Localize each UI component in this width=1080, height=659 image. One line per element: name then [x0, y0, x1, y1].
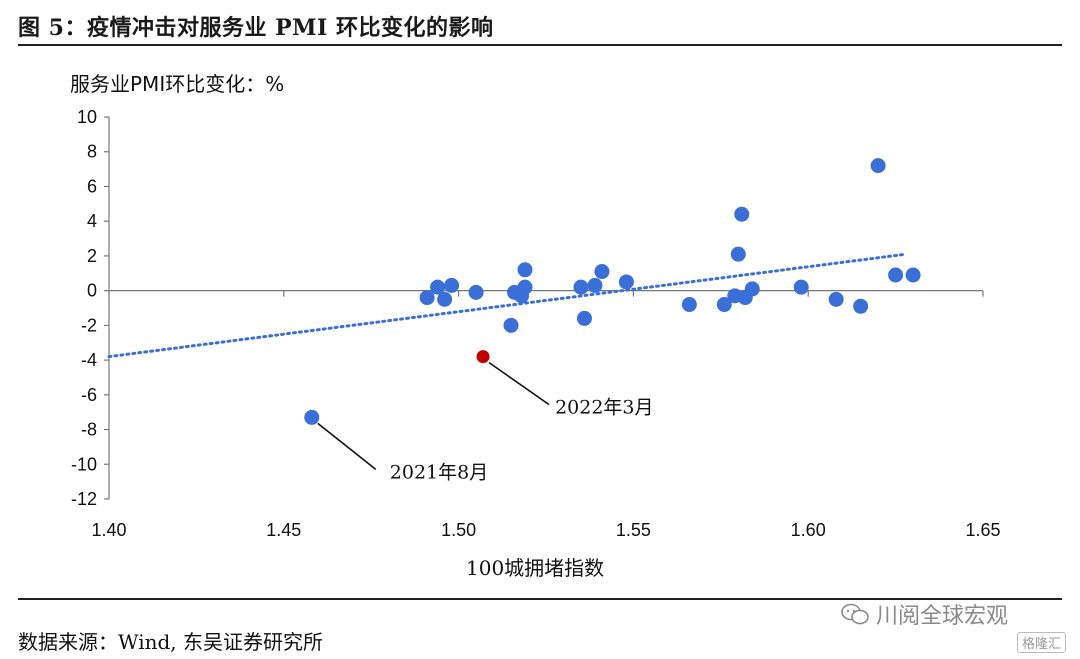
scatter-point	[681, 297, 697, 313]
y-axis-label: 服务业PMI环比变化：%	[70, 72, 285, 96]
y-tick-label: -10	[71, 454, 97, 474]
scatter-point	[304, 409, 320, 425]
x-tick-label: 1.40	[91, 520, 126, 540]
y-tick-label: 4	[87, 211, 97, 231]
x-tick-label: 1.65	[965, 520, 1000, 540]
bottom-rule	[18, 598, 1062, 600]
y-tick-label: -2	[81, 315, 97, 335]
trendline	[107, 252, 908, 359]
scatter-point	[730, 246, 746, 262]
y-tick-label: -6	[81, 385, 97, 405]
scatter-point	[905, 267, 921, 283]
figure-title: 图 5：疫情冲击对服务业 PMI 环比变化的影响	[18, 15, 494, 41]
scatter-point	[503, 317, 519, 333]
top-rule	[18, 44, 1062, 46]
scatter-point	[618, 274, 634, 290]
x-tick-label: 1.50	[441, 520, 476, 540]
y-tick-label: -8	[81, 420, 97, 440]
data-source: 数据来源：Wind, 东吴证券研究所	[18, 630, 323, 654]
scatter-point	[793, 279, 809, 295]
y-tick-label: -12	[71, 489, 97, 509]
scatter-point	[517, 262, 533, 278]
scatter-point	[828, 291, 844, 307]
x-tick-label: 1.45	[266, 520, 301, 540]
scatter-point	[430, 279, 446, 295]
y-tick-label: 8	[87, 142, 97, 162]
wechat-icon	[841, 603, 869, 625]
x-tick-label: 1.55	[616, 520, 651, 540]
y-tick-label: 10	[77, 107, 97, 127]
scatter-point	[870, 158, 886, 174]
scatter-point	[573, 279, 589, 295]
scatter-point	[594, 264, 610, 280]
scatter-point	[419, 290, 435, 306]
x-axis-label: 100城拥堵指数	[466, 556, 605, 580]
annotation-leader	[317, 422, 377, 471]
y-tick-label: -4	[81, 350, 97, 370]
scatter-point	[444, 277, 460, 293]
watermark-text: 川阅全球宏观	[876, 604, 1009, 629]
scatter-point	[437, 291, 453, 307]
brand-logo: 格隆汇	[1016, 632, 1066, 653]
scatter-point	[716, 297, 732, 313]
watermark: 川阅全球宏观	[840, 598, 1008, 630]
annotation-label: 2022年3月	[555, 397, 653, 419]
scatter-point	[517, 279, 533, 295]
scatter-point	[587, 277, 603, 293]
scatter-point	[744, 281, 760, 297]
highlight-point	[476, 350, 490, 364]
annotation-label: 2021年8月	[390, 461, 488, 483]
scatter-point	[888, 267, 904, 283]
y-tick-label: 0	[87, 281, 97, 301]
scatter-point	[734, 206, 750, 222]
scatter-point	[853, 298, 869, 314]
scatter-point	[576, 310, 592, 326]
y-tick-label: 2	[87, 246, 97, 266]
x-tick-label: 1.60	[791, 520, 826, 540]
scatter-point	[468, 284, 484, 300]
y-tick-label: 6	[87, 176, 97, 196]
annotation-leader	[488, 361, 550, 406]
